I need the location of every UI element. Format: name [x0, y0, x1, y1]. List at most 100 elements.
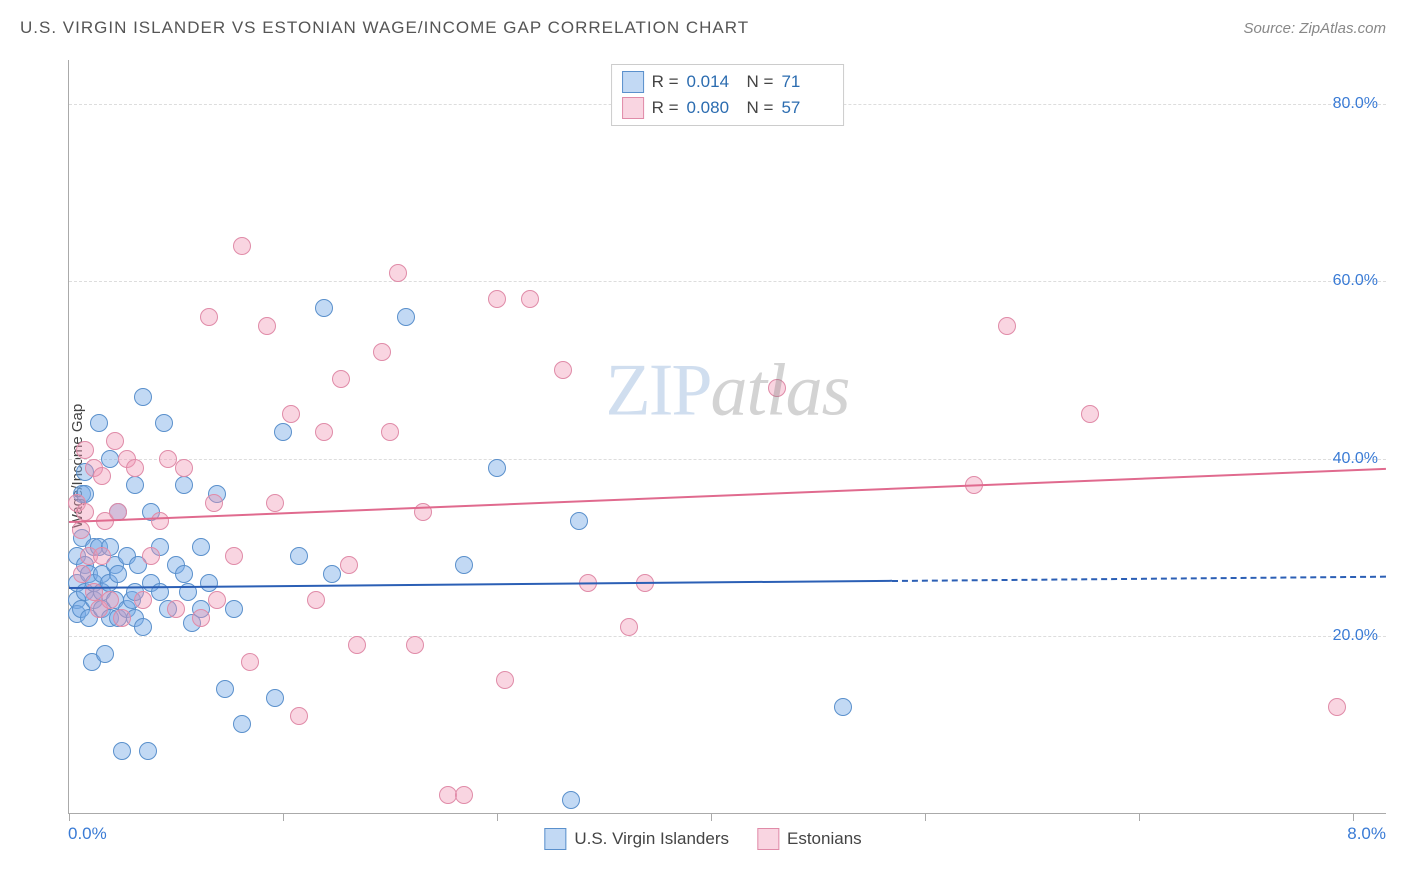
scatter-point	[101, 450, 119, 468]
scatter-point	[93, 547, 111, 565]
scatter-point	[96, 645, 114, 663]
scatter-point	[406, 636, 424, 654]
scatter-point	[1081, 405, 1099, 423]
scatter-point	[175, 459, 193, 477]
chart-container: Wage/Income Gap ZIPatlas R =0.014N =71R …	[20, 60, 1386, 872]
scatter-point	[315, 299, 333, 317]
legend-n-value: 57	[781, 98, 833, 118]
legend-r-value: 0.014	[687, 72, 739, 92]
legend-series-label: Estonians	[787, 829, 862, 849]
scatter-point	[455, 556, 473, 574]
scatter-point	[998, 317, 1016, 335]
scatter-point	[134, 388, 152, 406]
scatter-point	[488, 459, 506, 477]
scatter-point	[570, 512, 588, 530]
scatter-point	[562, 791, 580, 809]
scatter-point	[488, 290, 506, 308]
legend-stats-row: R = 0.080 N = 57	[622, 95, 834, 121]
legend-n-label: N =	[747, 98, 774, 118]
scatter-point	[167, 600, 185, 618]
scatter-point	[175, 565, 193, 583]
scatter-point	[290, 547, 308, 565]
plot-area: ZIPatlas R =0.014N =71R =0.080N =57 20.0…	[68, 60, 1386, 814]
scatter-point	[389, 264, 407, 282]
legend-series-label: U.S. Virgin Islanders	[574, 829, 729, 849]
scatter-point	[76, 503, 94, 521]
legend-swatch	[544, 828, 566, 850]
x-tick	[711, 813, 712, 821]
legend-series-item: U.S. Virgin Islanders	[544, 828, 729, 850]
scatter-point	[159, 450, 177, 468]
legend-n-value: 71	[781, 72, 833, 92]
scatter-point	[554, 361, 572, 379]
trend-line	[69, 468, 1386, 523]
x-tick	[925, 813, 926, 821]
grid-line	[69, 281, 1386, 282]
scatter-point	[85, 583, 103, 601]
scatter-point	[200, 308, 218, 326]
scatter-point	[106, 432, 124, 450]
scatter-point	[126, 476, 144, 494]
trend-line	[892, 576, 1386, 582]
scatter-point	[76, 441, 94, 459]
grid-line	[69, 636, 1386, 637]
scatter-point	[205, 494, 223, 512]
scatter-point	[439, 786, 457, 804]
watermark-zip: ZIP	[606, 350, 711, 432]
y-tick-label: 80.0%	[1333, 95, 1378, 113]
x-tick	[497, 813, 498, 821]
scatter-point	[274, 423, 292, 441]
scatter-point	[208, 591, 226, 609]
scatter-point	[455, 786, 473, 804]
legend-series: U.S. Virgin Islanders Estonians	[544, 828, 861, 850]
legend-series-item: Estonians	[757, 828, 862, 850]
legend-swatch	[622, 71, 644, 93]
legend-r-label: R =	[652, 98, 679, 118]
scatter-point	[155, 414, 173, 432]
legend-swatch	[757, 828, 779, 850]
scatter-point	[192, 609, 210, 627]
scatter-point	[348, 636, 366, 654]
scatter-point	[225, 547, 243, 565]
scatter-point	[266, 689, 284, 707]
scatter-point	[241, 653, 259, 671]
scatter-point	[192, 538, 210, 556]
scatter-point	[113, 609, 131, 627]
scatter-point	[139, 742, 157, 760]
x-axis-start-label: 0.0%	[68, 824, 107, 844]
x-tick	[1139, 813, 1140, 821]
scatter-point	[151, 512, 169, 530]
scatter-point	[620, 618, 638, 636]
scatter-point	[768, 379, 786, 397]
y-tick-label: 60.0%	[1333, 272, 1378, 290]
scatter-point	[290, 707, 308, 725]
x-axis-end-label: 8.0%	[1347, 824, 1386, 844]
scatter-point	[282, 405, 300, 423]
scatter-point	[142, 547, 160, 565]
scatter-point	[521, 290, 539, 308]
scatter-point	[200, 574, 218, 592]
scatter-point	[307, 591, 325, 609]
scatter-point	[496, 671, 514, 689]
scatter-point	[216, 680, 234, 698]
scatter-point	[72, 521, 90, 539]
scatter-point	[834, 698, 852, 716]
scatter-point	[233, 237, 251, 255]
scatter-point	[109, 565, 127, 583]
scatter-point	[340, 556, 358, 574]
scatter-point	[225, 600, 243, 618]
scatter-point	[381, 423, 399, 441]
x-tick	[69, 813, 70, 821]
legend-stats: R = 0.014 N = 71 R = 0.080 N = 57	[611, 64, 845, 126]
scatter-point	[397, 308, 415, 326]
scatter-point	[73, 565, 91, 583]
scatter-point	[134, 591, 152, 609]
y-tick-label: 40.0%	[1333, 450, 1378, 468]
scatter-point	[113, 742, 131, 760]
legend-r-value: 0.080	[687, 98, 739, 118]
scatter-point	[90, 414, 108, 432]
scatter-point	[258, 317, 276, 335]
x-tick	[1353, 813, 1354, 821]
scatter-point	[332, 370, 350, 388]
watermark: ZIPatlas	[606, 349, 850, 434]
